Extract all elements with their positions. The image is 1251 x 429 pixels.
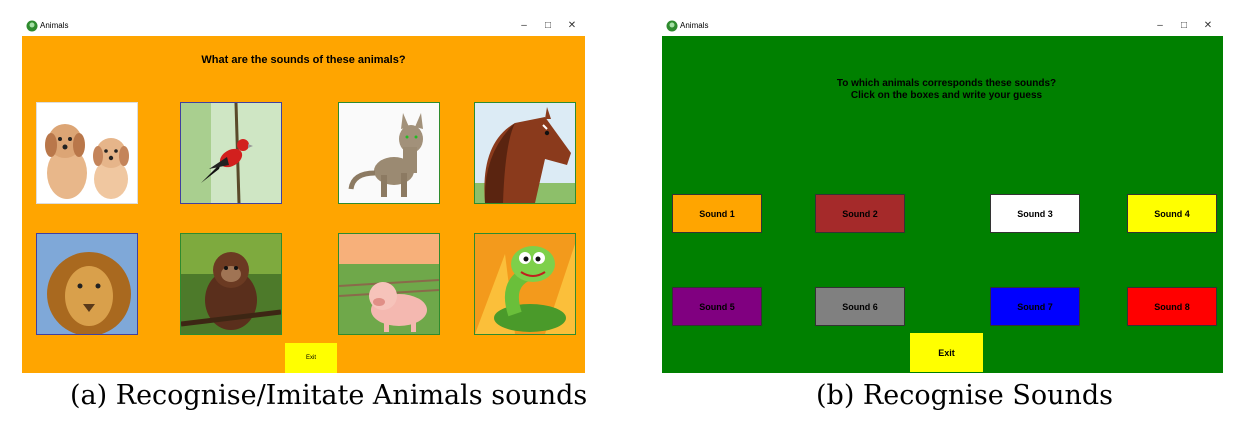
sound-label: Sound 4 xyxy=(1154,208,1190,219)
lion-image[interactable] xyxy=(36,233,138,335)
maximize-icon[interactable]: □ xyxy=(544,20,552,31)
pig-image[interactable] xyxy=(338,233,440,335)
minimize-icon[interactable]: – xyxy=(1157,20,1163,31)
sound-label: Sound 3 xyxy=(1017,208,1053,219)
right-window: Animals – □ ✕ To which animals correspon… xyxy=(662,16,1223,373)
left-window: Animals – □ ✕ What are the sounds of the… xyxy=(22,16,585,373)
cat-image[interactable] xyxy=(338,102,440,204)
dogs-image[interactable] xyxy=(36,102,138,204)
sound-2-button[interactable]: Sound 2 xyxy=(815,194,905,233)
snake-image[interactable] xyxy=(474,233,576,335)
app-icon xyxy=(666,20,678,32)
sound-1-button[interactable]: Sound 1 xyxy=(672,194,762,233)
sound-8-button[interactable]: Sound 8 xyxy=(1127,287,1217,326)
sound-5-button[interactable]: Sound 5 xyxy=(672,287,762,326)
close-icon[interactable]: ✕ xyxy=(567,20,577,31)
app-icon xyxy=(26,20,38,32)
left-content: What are the sounds of these animals? xyxy=(22,36,585,373)
sound-7-button[interactable]: Sound 7 xyxy=(990,287,1080,326)
monkey-image[interactable] xyxy=(180,233,282,335)
bird-image[interactable] xyxy=(180,102,282,204)
right-content: To which animals corresponds these sound… xyxy=(662,36,1223,373)
instructions-heading: To which animals corresponds these sound… xyxy=(836,78,1057,101)
sound-4-button[interactable]: Sound 4 xyxy=(1127,194,1217,233)
app-title: Animals xyxy=(680,21,709,30)
maximize-icon[interactable]: □ xyxy=(1180,20,1188,31)
sound-label: Sound 5 xyxy=(699,301,735,312)
sound-label: Sound 2 xyxy=(842,208,878,219)
caption-right: (b) Recognise Sounds xyxy=(816,380,1114,411)
app-title: Animals xyxy=(40,21,69,30)
question-heading: What are the sounds of these animals? xyxy=(201,54,406,66)
caption-left: (a) Recognise/Imitate Animals sounds xyxy=(70,380,588,411)
sound-6-button[interactable]: Sound 6 xyxy=(815,287,905,326)
horse-image[interactable] xyxy=(474,102,576,204)
sound-label: Sound 7 xyxy=(1017,301,1053,312)
exit-button[interactable]: Exit xyxy=(910,333,983,372)
sound-label: Sound 6 xyxy=(842,301,878,312)
sound-3-button[interactable]: Sound 3 xyxy=(990,194,1080,233)
right-titlebar: Animals – □ ✕ xyxy=(662,16,1223,36)
exit-label: Exit xyxy=(938,347,955,358)
exit-label: Exit xyxy=(305,355,316,361)
sound-label: Sound 8 xyxy=(1154,301,1190,312)
minimize-icon[interactable]: – xyxy=(521,20,527,31)
close-icon[interactable]: ✕ xyxy=(1203,20,1213,31)
left-titlebar: Animals – □ ✕ xyxy=(22,16,585,36)
sound-label: Sound 1 xyxy=(699,208,735,219)
exit-button[interactable]: Exit xyxy=(285,343,337,373)
